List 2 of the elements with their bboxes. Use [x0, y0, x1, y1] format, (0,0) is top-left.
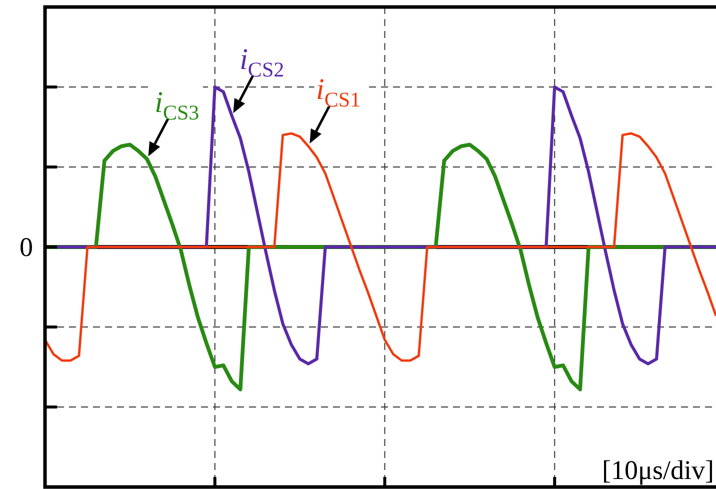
text: [10μs/div] [602, 455, 714, 485]
text: 0 [20, 232, 33, 262]
